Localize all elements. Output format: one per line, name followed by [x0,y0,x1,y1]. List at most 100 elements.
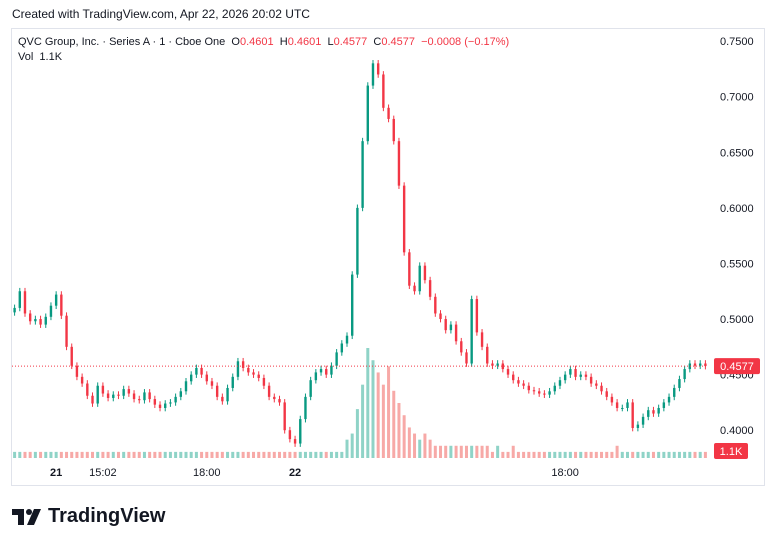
volume-bar [574,451,578,458]
volume-bar [350,433,354,458]
candle-body [278,399,281,403]
last-volume-tag: 1.1K [714,443,748,459]
volume-bar [563,451,567,458]
volume-bar [91,451,95,458]
candle-body [241,361,245,368]
candle-body [423,265,427,281]
candle-body [512,374,515,381]
created-with-caption: Created with TradingView.com, Apr 22, 20… [12,7,310,21]
tradingview-logo-icon [12,508,41,525]
volume-bar [620,451,624,458]
candle-body [465,352,468,364]
volume-bar [272,451,276,458]
volume-bar [683,451,687,458]
candle-body [91,395,94,404]
candle-body [189,374,193,382]
volume-bar [122,451,126,458]
candle-body [309,380,312,397]
candle-body [252,372,255,375]
volume-legend: Vol 1.1K [18,51,62,63]
price-tick-label: 0.5500 [720,258,754,270]
volume-bar [215,451,219,458]
volume-bar [246,451,250,458]
candle-body [699,363,702,366]
volume-bar [158,451,162,458]
volume-bar [454,445,458,458]
candle-body [475,299,479,333]
volume-bar [319,451,323,458]
tradingview-brand[interactable]: TradingView [12,505,165,528]
candle-body [330,365,333,375]
candle-body [221,396,224,402]
candle-body [293,439,297,444]
volume-bars [13,348,707,458]
volume-bar [631,451,635,458]
candle-body [595,383,598,386]
volume-bar [516,451,520,458]
volume-bar [174,451,178,458]
volume-bar [267,451,271,458]
volume-bar [568,451,572,458]
candle-body [621,407,624,409]
candle-body [678,379,681,388]
candle-body [449,324,453,331]
chart-pane[interactable] [11,28,765,486]
volume-bar [459,445,463,458]
candle-body [517,380,520,384]
candle-body [652,410,655,414]
volume-bar [464,445,468,458]
candle-body [439,313,442,320]
volume-bar [480,445,484,458]
volume-bar [252,451,256,458]
candle-body [579,374,582,377]
volume-bar [298,451,302,458]
candle-body [44,316,47,325]
last-volume-label: 1.1K [720,446,743,458]
candle-body [605,391,608,397]
volume-bar [153,451,157,458]
volume-bar [475,445,479,458]
candle-body [693,363,697,366]
candle-body [376,63,380,75]
volume-bar [387,366,391,458]
volume-bar [168,451,172,458]
volume-bar [548,451,552,458]
volume-bar [303,451,307,458]
volume-bar [127,451,131,458]
volume-bar [231,451,235,458]
volume-bar [553,451,557,458]
candle-body [138,399,141,401]
volume-bar [335,451,339,458]
candle-body [667,396,671,403]
volume-bar [18,451,22,458]
volume-bar [392,390,396,458]
candle-body [13,307,16,313]
volume-bar [241,451,245,458]
candle-body [361,141,364,208]
candle-body [366,85,369,142]
ohlc-legend: QVC Group, Inc. · Series A · 1 · Cboe On… [18,36,510,48]
candle-body [75,365,79,377]
candle-body [486,346,489,364]
candle-body [532,390,536,392]
candle-body [600,385,603,392]
candle-body [527,385,531,391]
candle-body [179,391,183,397]
volume-bar [194,451,198,458]
candle-body [657,407,660,414]
volume-bar [220,451,224,458]
high-value: 0.4601 [287,36,322,48]
volume-bar [106,451,110,458]
candle-body [470,299,473,364]
candle-body [112,394,115,398]
candle-body [257,374,260,378]
volume-bar [366,348,370,458]
candle-body [314,372,318,381]
volume-bar [70,451,74,458]
candle-body [54,294,58,306]
volume-bar [361,384,365,458]
candle-body [434,296,437,314]
candle-body [454,324,458,342]
volume-bar [600,451,604,458]
